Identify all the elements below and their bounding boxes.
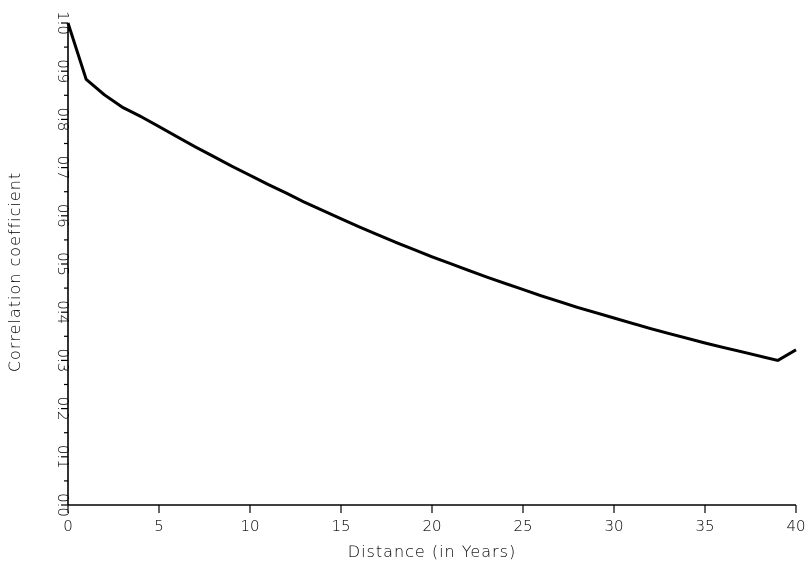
x-tick-label: 5 <box>154 517 164 535</box>
y-tick-label: 0.4 <box>54 300 72 324</box>
y-tick-label: 0.3 <box>54 348 72 372</box>
x-tick-label: 40 <box>786 517 805 535</box>
x-tick-label: 10 <box>240 517 259 535</box>
x-tick-label: 20 <box>422 517 441 535</box>
x-axis-title: Distance (in Years) <box>348 542 516 561</box>
y-tick-label: 0.9 <box>54 59 72 83</box>
y-tick-label: 0.1 <box>54 445 72 469</box>
x-tick-label: 15 <box>331 517 350 535</box>
x-tick-label: 35 <box>695 517 714 535</box>
y-tick-label: 0.7 <box>54 156 72 180</box>
y-axis: 0.00.10.20.30.40.50.60.70.80.91.0 <box>54 11 72 517</box>
x-axis: 0 5 10 15 20 25 30 35 40 <box>63 504 806 535</box>
y-tick-label: 0.5 <box>54 252 72 276</box>
series-group <box>66 22 797 362</box>
y-tick-label: 1.0 <box>54 11 72 35</box>
x-tick-label: 30 <box>604 517 623 535</box>
x-tick-label: 0 <box>63 517 73 535</box>
y-axis-title: Correlation coefficient <box>5 172 24 372</box>
y-tick-label: 0.8 <box>54 107 72 131</box>
y-tick-label: 0.2 <box>54 397 72 421</box>
y-tick-label: 0.6 <box>54 204 72 228</box>
series-line <box>66 22 797 362</box>
x-tick-label: 25 <box>513 517 532 535</box>
